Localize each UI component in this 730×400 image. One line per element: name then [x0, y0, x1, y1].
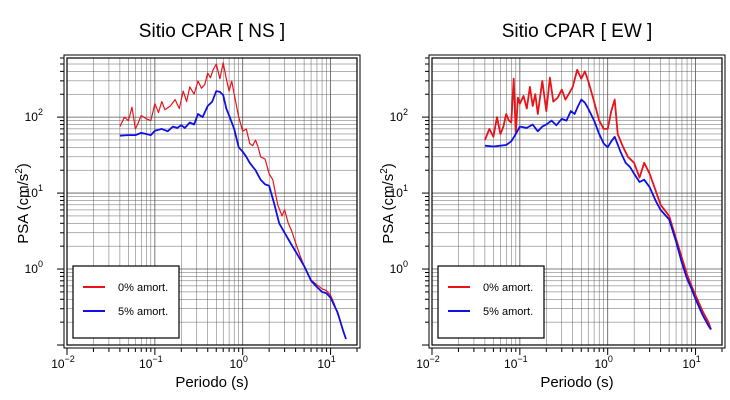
legend-label: 5% amort. — [118, 306, 168, 318]
x-tick-exp: −1 — [152, 354, 162, 364]
y-tick-exp: 1 — [38, 183, 43, 193]
series-line-amort-0 — [484, 68, 712, 330]
y-tick-label: 100 — [25, 259, 43, 276]
y-axis-label-main: PSA (cm/s — [15, 174, 32, 244]
x-tick-label: 10−2 — [51, 354, 75, 371]
x-tick-exp: −1 — [517, 354, 527, 364]
x-tick-exp: −2 — [65, 354, 75, 364]
y-axis-label-tail: ) — [15, 163, 32, 168]
x-tick-exp: 0 — [243, 354, 248, 364]
x-tick-label: 100 — [230, 354, 248, 371]
plot-frame — [431, 57, 723, 346]
plot-frame — [66, 57, 358, 346]
y-tick-label: 102 — [390, 107, 408, 124]
plot-frame-outer — [428, 54, 726, 349]
x-tick-base: 10 — [230, 357, 244, 371]
x-tick-exp: 0 — [608, 354, 613, 364]
x-tick-label: 101 — [317, 354, 335, 371]
x-tick-label: 101 — [682, 354, 700, 371]
legend-label: 5% amort. — [483, 306, 533, 318]
chart-title: Sitio CPAR [ EW ] — [502, 21, 653, 42]
x-axis-label: Periodo (s) — [540, 374, 613, 391]
x-tick-base: 10 — [416, 357, 430, 371]
y-tick-exp: 0 — [38, 259, 43, 269]
legend: 0% amort. 5% amort. — [437, 265, 545, 339]
y-tick-base: 10 — [25, 110, 39, 124]
y-tick-label: 100 — [390, 259, 408, 276]
x-tick-base: 10 — [317, 357, 331, 371]
y-tick-label: 102 — [25, 107, 43, 124]
x-tick-base: 10 — [504, 357, 518, 371]
legend-box — [72, 265, 180, 339]
y-axis-label-sup: 2 — [14, 168, 25, 174]
x-tick-base: 10 — [139, 357, 153, 371]
axis-ticks — [57, 57, 358, 355]
legend-label: 0% amort. — [118, 282, 168, 294]
x-tick-label: 10−1 — [139, 354, 163, 371]
y-tick-exp: 2 — [403, 107, 408, 117]
legend: 0% amort. 5% amort. — [72, 265, 180, 339]
chart-ns: Sitio CPAR [ NS ]10−2 10−1 100 101100101102… — [14, 21, 361, 391]
y-axis-label-main: PSA (cm/s — [380, 174, 397, 244]
y-axis-label: PSA (cm/s2) — [379, 163, 397, 244]
x-tick-base: 10 — [595, 357, 609, 371]
x-tick-label: 10−2 — [416, 354, 440, 371]
y-axis-label-sup: 2 — [379, 168, 390, 174]
x-tick-exp: 1 — [696, 354, 701, 364]
x-tick-base: 10 — [682, 357, 696, 371]
legend-label: 0% amort. — [483, 282, 533, 294]
x-tick-base: 10 — [51, 357, 65, 371]
grid — [66, 57, 358, 346]
y-tick-label: 101 — [390, 183, 408, 200]
y-axis-label-tail: ) — [380, 163, 397, 168]
y-tick-base: 10 — [25, 262, 39, 276]
y-tick-label: 101 — [25, 183, 43, 200]
y-tick-exp: 2 — [38, 107, 43, 117]
series-line-amort-5 — [484, 98, 712, 330]
chart-ew: Sitio CPAR [ EW ]10−2 10−1 100 101100101102… — [379, 21, 726, 391]
x-tick-exp: 1 — [331, 354, 336, 364]
x-tick-exp: −2 — [430, 354, 440, 364]
y-tick-base: 10 — [25, 186, 39, 200]
plot-frame-outer — [63, 54, 361, 349]
y-tick-exp: 1 — [403, 183, 408, 193]
axis-ticks — [422, 57, 723, 355]
x-axis-label: Periodo (s) — [175, 374, 248, 391]
y-axis-label: PSA (cm/s2) — [14, 163, 32, 244]
legend-box — [437, 265, 545, 339]
x-tick-label: 10−1 — [504, 354, 528, 371]
series-line-amort-5 — [119, 90, 347, 340]
y-tick-base: 10 — [390, 110, 404, 124]
x-tick-label: 100 — [595, 354, 613, 371]
y-tick-exp: 0 — [403, 259, 408, 269]
y-tick-base: 10 — [390, 262, 404, 276]
y-tick-base: 10 — [390, 186, 404, 200]
chart-title: Sitio CPAR [ NS ] — [139, 21, 285, 42]
